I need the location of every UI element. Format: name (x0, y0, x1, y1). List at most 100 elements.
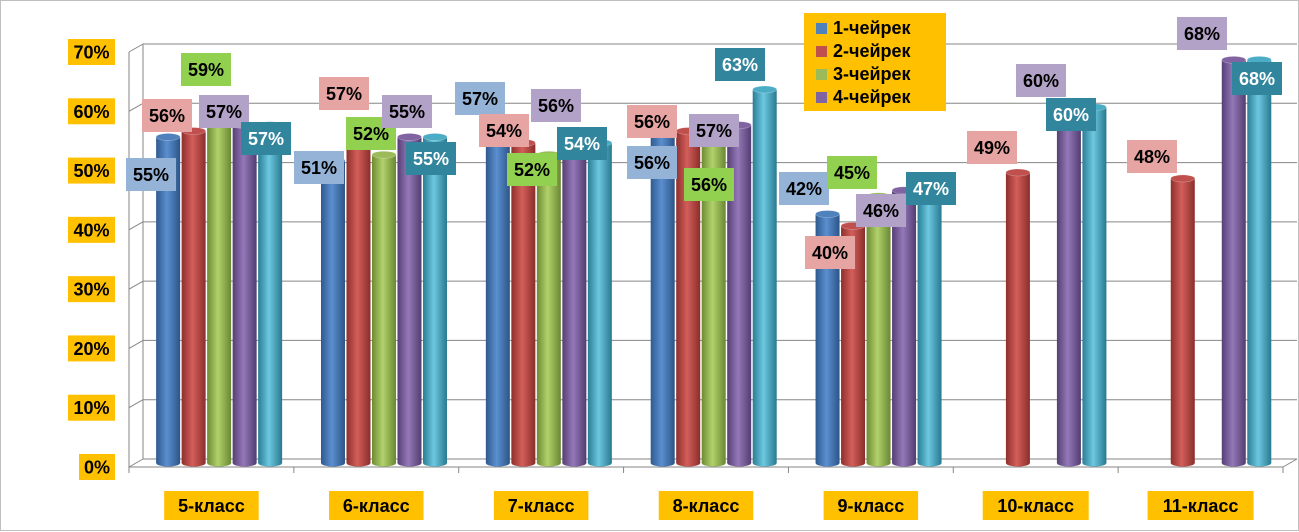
x-tick-label: 11-класс (1163, 496, 1239, 516)
bar (206, 109, 232, 467)
bar-base (207, 459, 232, 467)
data-label-box (684, 168, 734, 201)
legend-box (804, 13, 946, 111)
y-tick-label: 70% (73, 43, 109, 63)
bar (917, 180, 942, 467)
bar-base (587, 459, 612, 467)
y-tick-label: 50% (73, 161, 109, 181)
data-label-box (715, 48, 765, 81)
bar (1082, 103, 1107, 467)
bar-body (650, 131, 675, 463)
data-label: 54% (564, 134, 600, 154)
data-label-box (181, 53, 231, 86)
bar-top (422, 133, 448, 141)
x-tick-label: 8-класс (673, 496, 740, 516)
bar (155, 133, 181, 467)
data-label: 60% (1053, 105, 1089, 125)
data-label: 56% (634, 112, 670, 132)
bar-base (232, 459, 257, 467)
y-tick-label: 20% (73, 339, 109, 359)
legend-label: 4-чейрек (833, 87, 912, 107)
data-label-box (241, 122, 291, 155)
bar-base (892, 459, 917, 467)
y-tick-label-box (68, 39, 115, 65)
bar-base (346, 459, 371, 467)
gridline-depth (128, 399, 144, 409)
data-label: 57% (462, 89, 498, 109)
y-tick-label-box (68, 394, 115, 421)
data-label-box (1046, 98, 1096, 131)
bar-body (371, 154, 396, 463)
x-tick-label-box (1147, 491, 1254, 520)
bar-body (1005, 172, 1030, 463)
legend-swatch (816, 23, 827, 34)
data-label-box (507, 153, 557, 186)
bar-top (397, 133, 422, 141)
data-label-box (689, 114, 739, 147)
data-label: 52% (514, 160, 550, 180)
data-label-box (1127, 140, 1177, 173)
data-label-box (531, 89, 581, 122)
bar-base (258, 459, 283, 467)
bar (562, 127, 587, 467)
bar-body (156, 136, 181, 463)
bar-body (232, 125, 257, 464)
data-label: 55% (389, 102, 425, 122)
data-label-box (406, 142, 456, 175)
data-label: 56% (538, 96, 574, 116)
bar-top (1170, 174, 1196, 183)
data-label-box (627, 105, 677, 138)
bar-base (701, 459, 726, 467)
bar (346, 121, 371, 467)
bar-body (752, 89, 777, 463)
bar (181, 127, 206, 467)
data-label: 54% (486, 121, 522, 141)
bar-body (207, 113, 232, 463)
bar (866, 192, 891, 467)
x-tick-label-box (164, 491, 259, 520)
gridline-depth (128, 339, 144, 349)
bar (891, 186, 917, 467)
bar-base (1056, 459, 1081, 467)
bar-base (1005, 459, 1030, 467)
x-tick-label-box (329, 491, 424, 520)
bar (320, 156, 346, 467)
x-tick-label: 5-класс (178, 496, 245, 516)
bar-body (866, 196, 891, 463)
data-label: 47% (913, 179, 949, 199)
bar-body (181, 131, 206, 463)
bar-body (422, 136, 447, 463)
data-label: 68% (1239, 69, 1275, 89)
data-label-box (627, 146, 677, 179)
x-tick-label: 6-класс (343, 496, 410, 516)
x-tick-label: 10-класс (997, 496, 1074, 516)
bar-body (346, 125, 371, 464)
bar (422, 133, 448, 467)
gridline-depth (128, 43, 144, 53)
y-tick-label: 40% (73, 220, 109, 240)
data-label-box (455, 82, 505, 115)
bar (232, 121, 257, 467)
y-tick-label: 30% (73, 280, 109, 300)
bar-base (727, 459, 752, 467)
bar-top (815, 210, 840, 218)
bar-body (917, 184, 942, 463)
bar-body (1247, 59, 1272, 463)
bar (1056, 103, 1082, 467)
data-label-box (294, 151, 344, 184)
data-label-box (126, 158, 176, 191)
data-label: 57% (696, 121, 732, 141)
bar (1170, 174, 1196, 467)
bar (536, 150, 562, 467)
legend-swatch (816, 46, 827, 57)
data-label-box (199, 95, 249, 128)
y-tick-label: 0% (84, 458, 110, 478)
data-label: 55% (133, 165, 169, 185)
data-label: 57% (248, 129, 284, 149)
bar-body (1221, 59, 1246, 463)
legend-label: 2-чейрек (833, 41, 912, 61)
data-label-box (479, 114, 529, 147)
bar-body (562, 131, 587, 463)
bar-base (422, 459, 447, 467)
